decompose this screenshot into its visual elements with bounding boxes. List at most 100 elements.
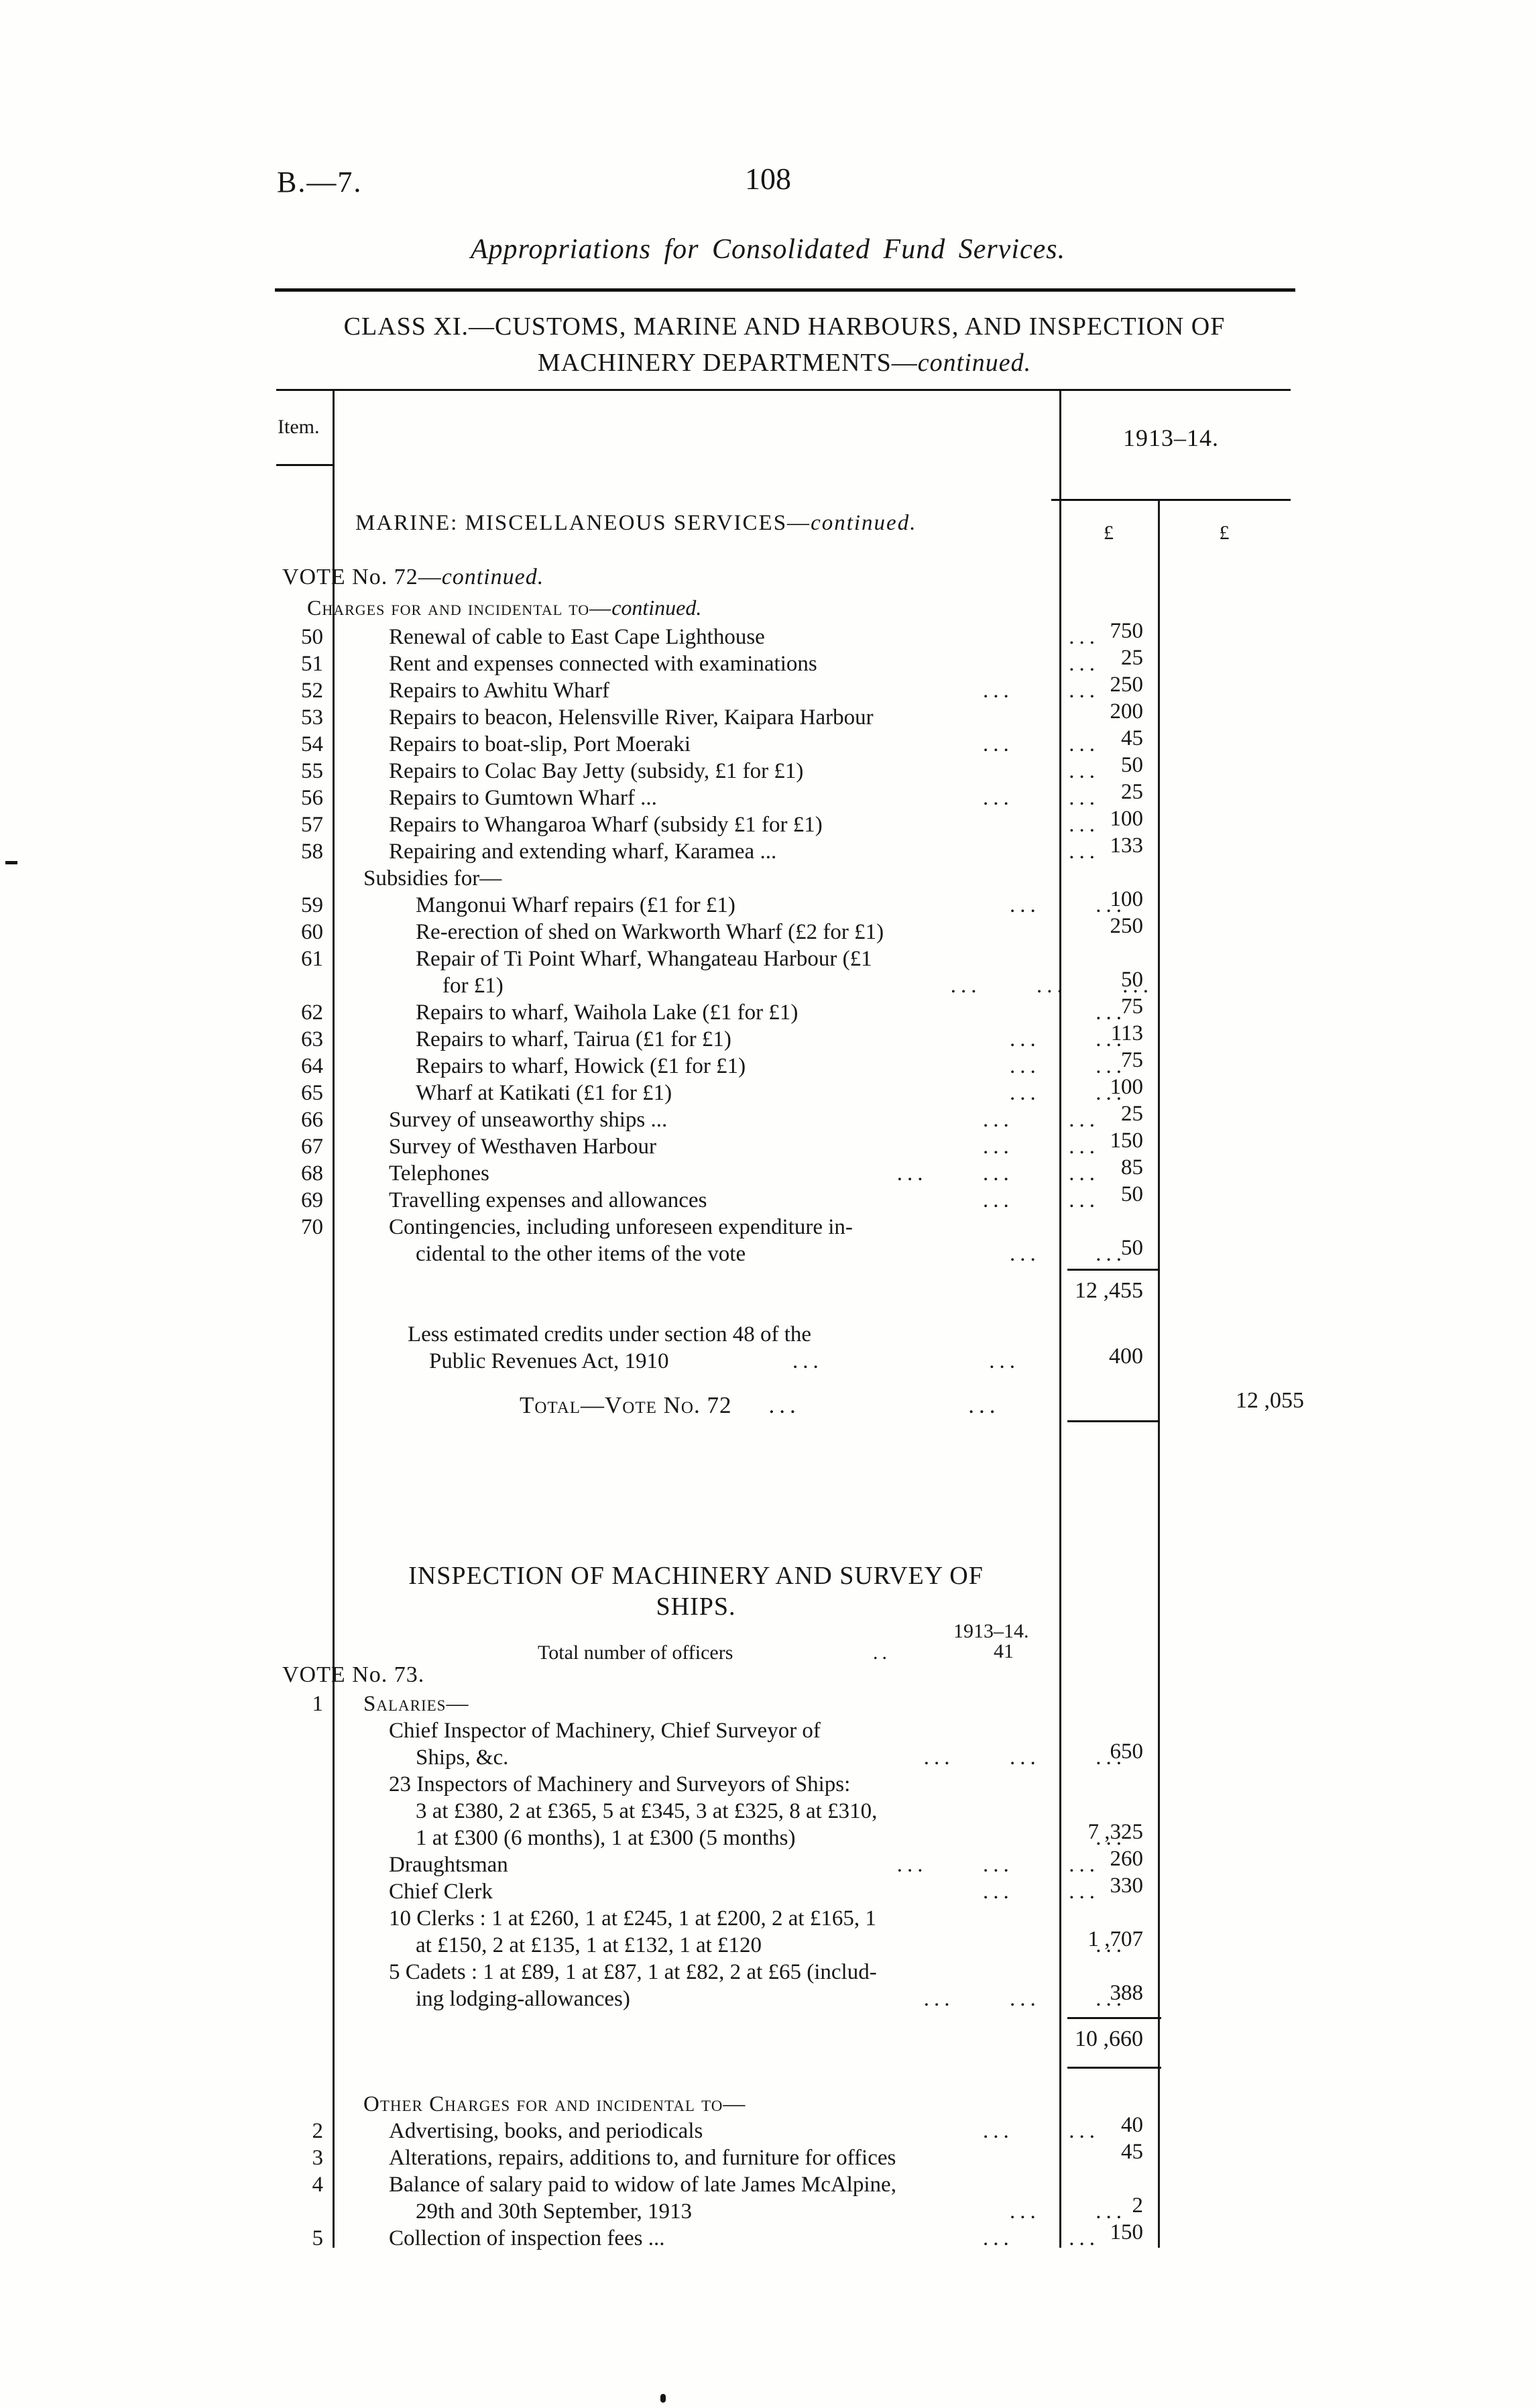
table-row: 4 Balance of salary paid to widow of late… — [276, 2171, 1291, 2198]
item-number: 62 — [301, 1000, 323, 1025]
vote-72-continued: continued. — [441, 565, 544, 589]
total-column-divider — [1158, 499, 1160, 2248]
item-number: 56 — [301, 786, 323, 810]
subtotal-rule — [1067, 1269, 1160, 1271]
row-description: 23 Inspectors of Machinery and Surveyors… — [389, 1772, 851, 1796]
table-row: 23 Inspectors of Machinery and Surveyors… — [276, 1771, 1291, 1798]
table-row: 5 Collection of inspection fees ...... ..… — [276, 2220, 1291, 2252]
amount-col1: 330 — [1110, 1874, 1144, 1898]
row-description: Repairs to Awhitu Wharf... ... — [389, 679, 1100, 703]
table-row: 1 at £300 (6 months), 1 at £300 (5 month… — [276, 1820, 1291, 1851]
row-description: Repair of Ti Point Wharf, Whangateau Har… — [416, 947, 872, 971]
row-description: 3 at £380, 2 at £365, 5 at £345, 3 at £3… — [416, 1799, 878, 1823]
amount-col1: 250 — [1110, 673, 1144, 697]
leader-dots: ... ... — [983, 1188, 1100, 1212]
item-number: 60 — [301, 920, 323, 944]
table-row: Chief Inspector of Machinery, Chief Surv… — [276, 1717, 1291, 1744]
section1-title: MARINE: MISCELLANEOUS SERVICES—continued… — [355, 511, 917, 536]
vote-73-heading: VOTE No. 73. — [282, 1662, 425, 1687]
leader-dots: ... ... — [1010, 1054, 1126, 1078]
row-description: Repairs to beacon, Helensville River, Ka… — [389, 705, 874, 730]
amount-col1: 50 — [1121, 968, 1143, 992]
class-heading: CLASS XI.—CUSTOMS, MARINE AND HARBOURS, … — [121, 308, 1448, 381]
row-description: Contingencies, including unforeseen expe… — [389, 1215, 853, 1239]
item-number: 61 — [301, 947, 323, 971]
amount-col1: 50 — [1121, 1182, 1143, 1206]
row-description: Repairing and extending wharf, Karamea .… — [389, 840, 1100, 864]
less-credits-amount: 400 — [1109, 1344, 1143, 1369]
item-number: 3 — [312, 2146, 324, 2170]
item-number: 66 — [301, 1108, 323, 1132]
row-description: ing lodging-allowances)... ... ... — [416, 1987, 1126, 2011]
table-row: Other Charges for and incidental to— — [276, 2091, 1291, 2118]
item-number: 53 — [301, 705, 323, 730]
row-description: Wharf at Katikati (£1 for £1)... ... — [416, 1081, 1126, 1105]
amount-col1: 250 — [1110, 914, 1144, 938]
item-number: 50 — [301, 625, 323, 649]
leader-dots: ... ... — [983, 1135, 1100, 1159]
vote-72-label: VOTE No. 72— — [282, 565, 442, 589]
section2-title-line2: SHIPS. — [656, 1593, 736, 1621]
row-description: for £1)... ... ... — [442, 974, 1153, 998]
vote-72-rows: 50 Renewal of cable to East Cape Lighthou… — [276, 619, 1291, 1267]
leader-dots: ... ... — [1010, 2199, 1126, 2224]
scan-artifact — [660, 2394, 666, 2403]
vote-72-heading: VOTE No. 72—continued. — [282, 565, 544, 590]
item-number: 2 — [312, 2119, 324, 2143]
item-number: 52 — [301, 679, 323, 703]
less-credits-line1: Less estimated credits under section 48 … — [408, 1322, 812, 1346]
row-description: Repairs to boat-slip, Port Moeraki... ..… — [389, 732, 1100, 756]
amount-col1: 133 — [1110, 834, 1144, 858]
leader-dots: ... ... ... — [923, 1987, 1126, 2011]
row-description: cidental to the other items of the vote.… — [416, 1242, 1126, 1266]
row-description: Survey of Westhaven Harbour... ... — [389, 1135, 1100, 1159]
row-description: Advertising, books, and periodicals... .… — [389, 2119, 1100, 2143]
vote-72-total-amount: 12 ,055 — [1236, 1388, 1304, 1413]
item-number: 57 — [301, 813, 323, 837]
leader-dots: ... ... — [983, 732, 1100, 756]
row-description: Travelling expenses and allowances... ..… — [389, 1188, 1100, 1212]
table-row: 66 Survey of unseaworthy ships ...... ...… — [276, 1102, 1291, 1133]
leader-dots: ... ... ... — [896, 1853, 1100, 1877]
year-column-header: 1913–14. — [1123, 424, 1219, 451]
item-number: 1 — [312, 1692, 324, 1716]
table-row: 62 Repairs to wharf, Waihola Lake (£1 for… — [276, 994, 1291, 1026]
row-description: Other Charges for and incidental to— — [363, 2092, 746, 2116]
section2-year-label: 1913–14. — [953, 1620, 1029, 1642]
leader-dots: ... ... ... — [896, 1161, 1100, 1186]
officers-count-label: Total number of officers — [538, 1642, 733, 1664]
leader-dots: ... ... — [983, 1108, 1100, 1132]
amount-column-divider — [1059, 391, 1061, 2248]
table-row: 64 Repairs to wharf, Howick (£1 for £1)..… — [276, 1048, 1291, 1080]
table-row: 55 Repairs to Colac Bay Jetty (subsidy, £… — [276, 753, 1291, 785]
amount-col1: 113 — [1110, 1021, 1143, 1045]
leader-dots: ... — [1069, 813, 1100, 837]
leader-dots: ... ... ... — [950, 974, 1153, 998]
table-top-rule — [276, 389, 1291, 391]
page-number: 108 — [745, 162, 791, 196]
item-number: 69 — [301, 1188, 323, 1212]
amount-col1: 1 ,707 — [1087, 1927, 1144, 1951]
amount-col1: 50 — [1121, 753, 1143, 777]
amount-col1: 45 — [1121, 726, 1143, 750]
leader-dots: ... ... — [983, 2119, 1100, 2143]
leader-dots: ... — [1096, 1826, 1126, 1850]
table-row: 50 Renewal of cable to East Cape Lighthou… — [276, 619, 1291, 650]
row-description: Repairs to Gumtown Wharf ...... ... — [389, 786, 1100, 810]
amount-col1: 388 — [1110, 1981, 1144, 2005]
table-row: Chief Clerk... ... 330 — [276, 1874, 1291, 1905]
leader-dots: ... ... ... — [923, 1745, 1126, 1770]
table-row: 59 Mangonui Wharf repairs (£1 for £1)... … — [276, 887, 1291, 919]
leader-dots: ... — [1069, 625, 1100, 649]
leader-dots: ... — [1069, 652, 1100, 676]
item-number: 55 — [301, 759, 323, 783]
table-row: cidental to the other items of the vote.… — [276, 1236, 1291, 1267]
table-row: 57 Repairs to Whangaroa Wharf (subsidy £1… — [276, 807, 1291, 838]
row-description: Re-erection of shed on Warkworth Wharf (… — [416, 920, 884, 944]
leader-dots: ... — [1096, 1933, 1126, 1957]
row-description: Chief Clerk... ... — [389, 1880, 1100, 1904]
amount-col1: 100 — [1110, 1075, 1144, 1099]
class-heading-line1: CLASS XI.—CUSTOMS, MARINE AND HARBOURS, … — [343, 312, 1226, 341]
row-description: Chief Inspector of Machinery, Chief Surv… — [389, 1719, 821, 1743]
